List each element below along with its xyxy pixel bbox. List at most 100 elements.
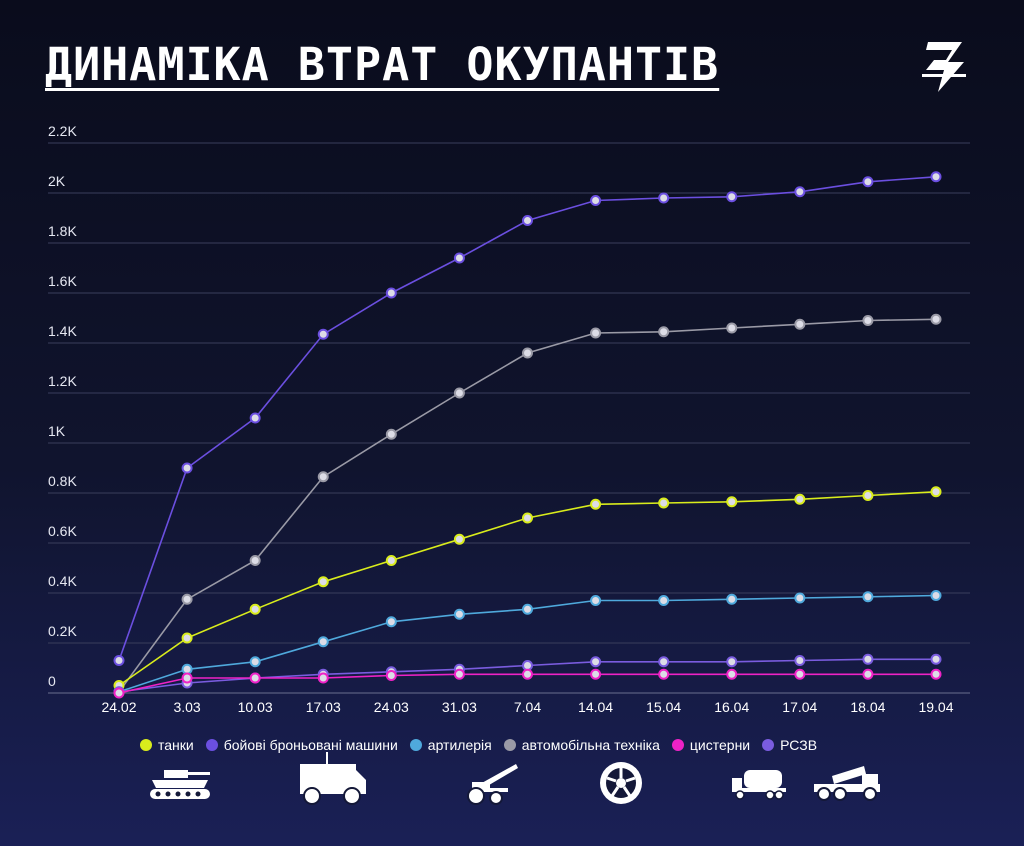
y-tick-label: 1.6K — [48, 273, 77, 289]
mlrs-truck-icon — [814, 766, 880, 801]
data-point — [862, 490, 874, 501]
y-tick-label: 2.2K — [48, 123, 77, 139]
gridlines — [48, 142, 970, 694]
data-point — [862, 176, 874, 188]
y-tick-label: 1K — [48, 423, 66, 439]
wheel-icon — [600, 762, 642, 804]
logo-icon — [922, 42, 966, 92]
data-point — [794, 592, 806, 604]
data-point — [317, 636, 329, 648]
legend-label: танки — [158, 737, 194, 753]
data-point — [590, 327, 602, 339]
data-point — [930, 313, 942, 325]
data-point — [794, 655, 806, 666]
tanker-truck-icon — [732, 770, 786, 800]
data-point — [930, 668, 942, 680]
data-point — [930, 486, 942, 498]
data-point — [385, 616, 397, 628]
data-point — [590, 195, 602, 206]
data-point — [181, 593, 193, 605]
series-5 — [113, 668, 942, 699]
data-point — [522, 668, 533, 680]
data-point — [862, 653, 874, 665]
data-point — [658, 326, 670, 338]
x-tick-label: 31.03 — [442, 699, 477, 715]
data-point — [249, 555, 261, 566]
data-point — [522, 603, 533, 615]
y-tick-label: 0.4K — [48, 573, 77, 589]
data-point — [385, 555, 397, 566]
data-point — [317, 471, 329, 483]
legend-item: РСЗВ — [762, 737, 817, 753]
data-point — [930, 590, 942, 601]
x-tick-label: 17.03 — [306, 699, 341, 715]
series-3 — [113, 590, 942, 698]
x-tick-label: 19.04 — [918, 699, 953, 715]
y-tick-label: 1.8K — [48, 223, 77, 239]
x-axis-ticks: 24.02 3.03 10.03 17.03 24.03 31.03 7.04 14.04 15… — [101, 699, 953, 715]
armored-vehicle-icon — [300, 752, 366, 805]
y-tick-label: 0.6K — [48, 523, 77, 539]
series-line — [118, 318, 937, 693]
data-point — [249, 603, 261, 615]
data-point — [794, 493, 806, 505]
legend-marker — [205, 739, 218, 751]
data-point — [181, 672, 193, 684]
series-2 — [113, 486, 942, 691]
x-tick-label: 3.03 — [173, 699, 200, 715]
legend-marker — [140, 739, 152, 751]
x-tick-label: 16.04 — [714, 699, 749, 715]
legend-item: бойові броньовані машини — [205, 737, 398, 753]
data-point — [726, 656, 738, 668]
data-point — [453, 608, 465, 620]
legend-label: цистерни — [689, 737, 751, 753]
data-point — [862, 668, 874, 680]
y-axis-ticks: 0 0.2K 0.4K 0.6K 0.8K 1K 1.2K 1.4K 1.6K 1.8K 2K 2.2… — [48, 123, 77, 689]
data-point — [658, 497, 670, 509]
series-line — [118, 176, 937, 661]
data-point — [181, 462, 193, 474]
legend: танки бойові броньовані машини артилерія ав… — [140, 734, 817, 756]
y-tick-label: 0.2K — [48, 623, 77, 639]
legend-item: цистерни — [671, 737, 751, 753]
x-tick-label: 24.03 — [374, 699, 409, 715]
data-point — [181, 632, 193, 644]
data-point — [385, 428, 397, 440]
x-tick-label: 18.04 — [850, 699, 885, 715]
data-point — [726, 322, 738, 334]
data-point — [590, 656, 602, 668]
x-tick-label: 24.02 — [101, 699, 136, 715]
x-tick-label: 14.04 — [578, 699, 613, 715]
data-point — [453, 668, 465, 680]
data-point — [930, 653, 942, 665]
legend-label: РСЗВ — [780, 737, 818, 753]
y-tick-label: 0.8K — [48, 473, 77, 489]
x-tick-label: 10.03 — [238, 699, 273, 715]
data-point — [658, 595, 670, 606]
y-tick-label: 1.2K — [48, 373, 77, 389]
tank-icon — [150, 770, 210, 799]
data-point — [522, 347, 533, 359]
data-point — [181, 663, 193, 675]
data-point — [658, 668, 670, 680]
data-point — [726, 668, 738, 680]
data-point — [726, 593, 738, 605]
data-point — [453, 387, 465, 399]
data-point — [453, 533, 465, 545]
data-point — [658, 656, 670, 668]
data-point — [658, 192, 670, 204]
data-point — [317, 672, 329, 684]
data-point — [794, 186, 806, 198]
x-tick-label: 7.04 — [514, 699, 541, 715]
data-point — [522, 660, 533, 671]
legend-item: танки — [140, 737, 194, 753]
legend-marker — [671, 739, 684, 751]
data-point — [726, 191, 738, 203]
data-point — [453, 252, 465, 264]
legend-label: артилерія — [427, 737, 492, 753]
data-point — [113, 655, 125, 666]
x-tick-label: 17.04 — [782, 699, 817, 715]
y-tick-label: 0 — [48, 673, 56, 689]
data-point — [317, 576, 329, 588]
